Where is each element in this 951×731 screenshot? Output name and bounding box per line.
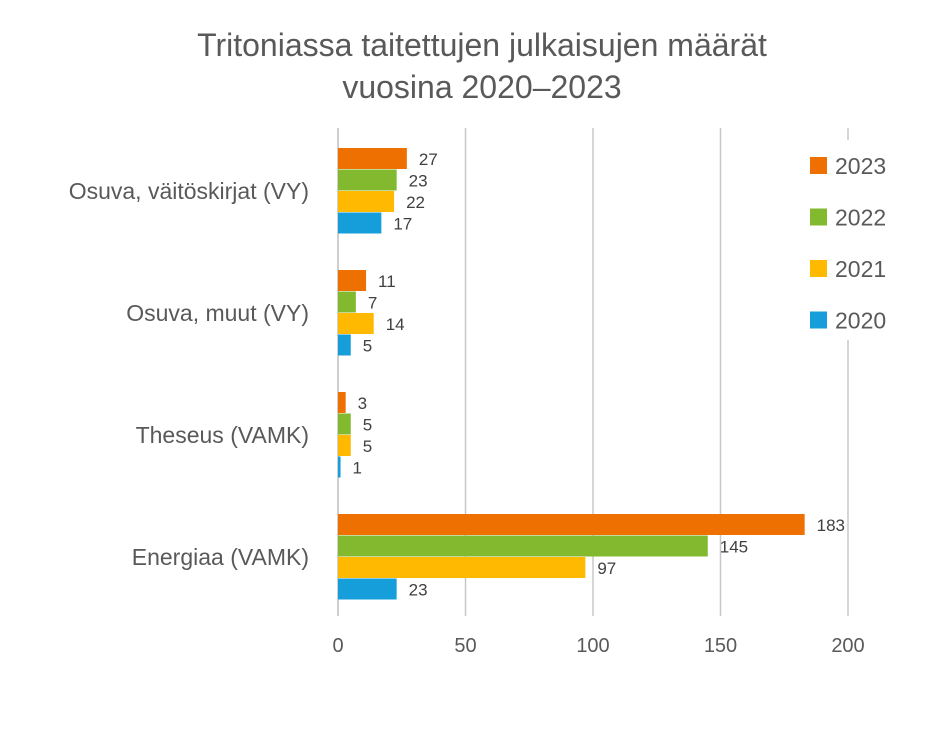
data-label-theseus-vamk-2021: 5 [363,437,372,456]
category-label-energiaa-vamk: Energiaa (VAMK) [132,544,309,570]
data-label-osuva-muut-vy-2023: 11 [378,272,396,291]
x-tick-label-200: 200 [831,635,864,657]
bar-theseus-vamk-2023 [338,392,346,413]
bar-energiaa-vamk-2022 [338,535,708,557]
category-label-osuva-muut-vy: Osuva, muut (VY) [126,300,309,326]
legend-label-2021: 2021 [835,256,886,282]
data-label-energiaa-vamk-2022: 145 [720,537,748,556]
data-label-theseus-vamk-2020: 1 [353,458,362,477]
bar-osuva-muut-vy-2020 [338,334,351,356]
data-label-theseus-vamk-2022: 5 [363,415,372,434]
bars [338,148,805,600]
x-tick-label-0: 0 [332,635,343,657]
data-label-energiaa-vamk-2021: 97 [597,559,616,578]
data-label-energiaa-vamk-2023: 183 [817,516,845,535]
category-labels: Osuva, väitöskirjat (VY) Osuva, muut (VY)… [69,178,309,570]
legend-label-2022: 2022 [835,205,886,231]
legend-label-2023: 2023 [835,153,886,179]
category-label-theseus-vamk: Theseus (VAMK) [136,422,309,448]
bar-osuva-muut-vy-2021 [338,313,374,334]
x-tick-label-100: 100 [576,635,609,657]
data-label-energiaa-vamk-2020: 23 [409,580,428,599]
bar-energiaa-vamk-2020 [338,578,397,600]
bar-osuva-v-it-skirjat-vy-2020 [338,212,382,234]
bar-energiaa-vamk-2021 [338,557,586,578]
legend-swatch-2021 [810,260,827,277]
data-label-osuva-muut-vy-2021: 14 [386,315,405,334]
bar-osuva-muut-vy-2022 [338,291,356,313]
legend-swatch-2022 [810,208,827,226]
data-label-osuva-v-it-skirjat-vy-2022: 23 [409,171,428,190]
data-label-theseus-vamk-2023: 3 [358,394,367,413]
bar-osuva-v-it-skirjat-vy-2021 [338,191,395,212]
bar-osuva-v-it-skirjat-vy-2022 [338,169,397,191]
chart-title-line-1: Tritoniassa taitettujen julkaisujen määr… [197,27,767,63]
data-label-osuva-muut-vy-2020: 5 [363,336,372,355]
bar-theseus-vamk-2021 [338,435,351,456]
bar-osuva-v-it-skirjat-vy-2023 [338,148,407,169]
bar-theseus-vamk-2022 [338,413,351,435]
category-label-osuva-v-it-skirjat-vy: Osuva, väitöskirjat (VY) [69,178,309,204]
legend: 2023 2022 2021 2020 [798,140,908,340]
bar-theseus-vamk-2020 [338,456,341,478]
x-tick-label-150: 150 [704,635,737,657]
chart-title: Tritoniassa taitettujen julkaisujen määr… [197,27,767,105]
legend-swatch-2020 [810,311,827,329]
data-label-osuva-muut-vy-2022: 7 [368,293,377,312]
data-label-osuva-v-it-skirjat-vy-2021: 22 [406,193,425,212]
bar-energiaa-vamk-2023 [338,514,805,535]
x-axis-ticks: 0 50 100 150 200 [332,635,864,657]
legend-label-2020: 2020 [835,308,886,334]
data-label-osuva-v-it-skirjat-vy-2020: 17 [393,214,412,233]
data-label-osuva-v-it-skirjat-vy-2023: 27 [419,150,438,169]
bar-osuva-muut-vy-2023 [338,270,367,291]
legend-swatch-2023 [810,157,827,174]
x-tick-label-50: 50 [454,635,476,657]
chart-title-line-2: vuosina 2020–2023 [342,69,621,105]
